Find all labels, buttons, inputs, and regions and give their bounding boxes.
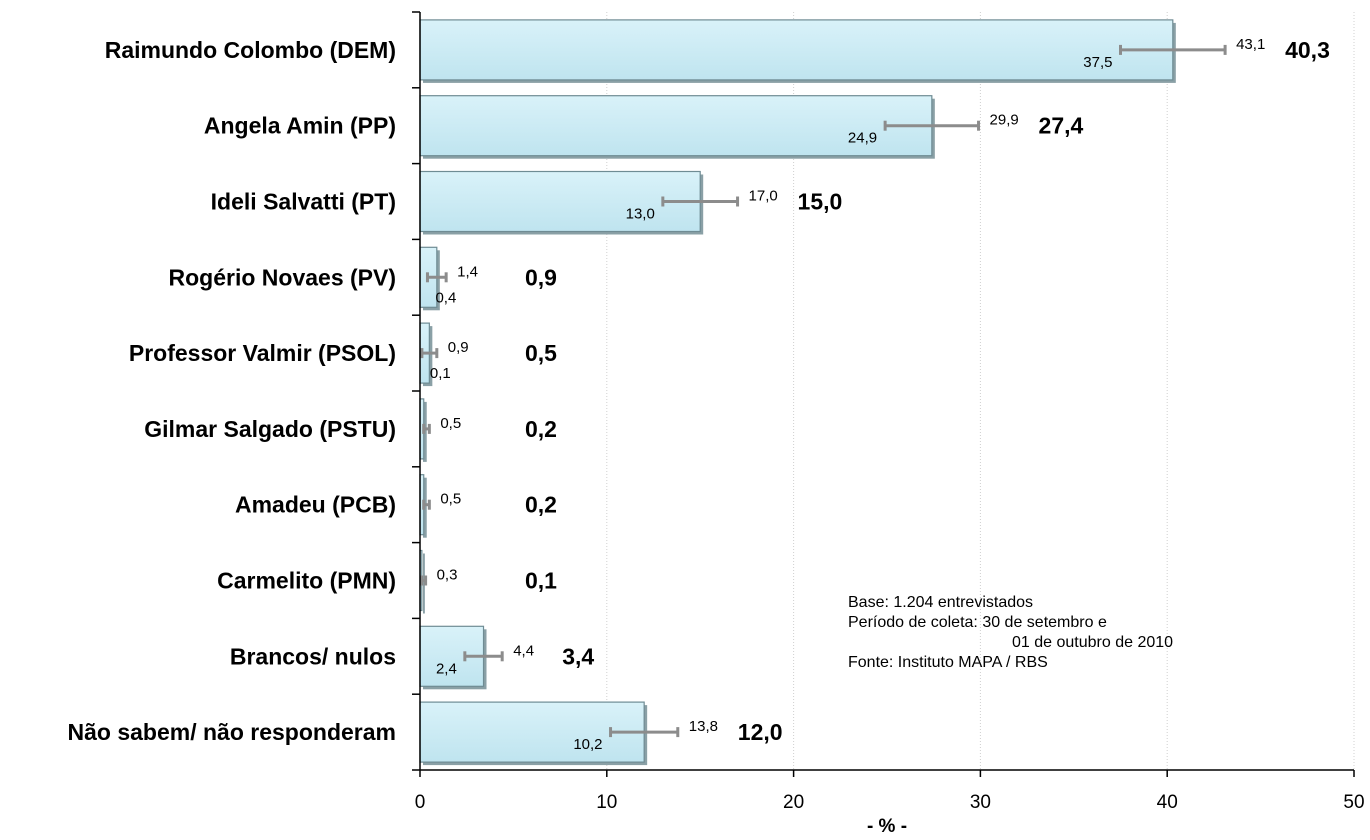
category-label: Raimundo Colombo (DEM) <box>105 37 396 63</box>
value-label: 3,4 <box>562 643 594 669</box>
x-tick-label: 30 <box>970 792 991 813</box>
category-label: Amadeu (PCB) <box>235 492 396 518</box>
value-label: 40,3 <box>1285 37 1330 63</box>
error-high-label: 29,9 <box>990 112 1019 129</box>
error-low-label: 13,0 <box>626 206 655 223</box>
category-label: Professor Valmir (PSOL) <box>129 340 396 366</box>
labels-group: Raimundo Colombo (DEM) Angela Amin (PP) Id… <box>68 36 1365 813</box>
value-label: 27,4 <box>1039 113 1084 139</box>
bar <box>419 19 1174 81</box>
error-high-label: 43,1 <box>1236 36 1265 53</box>
value-label: 0,1 <box>525 568 557 594</box>
x-tick-label: 10 <box>596 792 617 813</box>
error-high-label: 0,3 <box>437 567 458 584</box>
error-high-label: 17,0 <box>749 188 778 205</box>
value-label: 15,0 <box>798 189 843 215</box>
x-tick-label: 20 <box>783 792 804 813</box>
category-label: Gilmar Salgado (PSTU) <box>144 416 396 442</box>
source-note: Base: 1.204 entrevistados Período de col… <box>848 593 1173 673</box>
bar <box>419 701 645 763</box>
value-label: 0,5 <box>525 340 557 366</box>
error-high-label: 0,5 <box>440 415 461 432</box>
x-axis-title: - % - <box>867 816 907 837</box>
value-label: 0,2 <box>525 492 557 518</box>
x-tick-label: 40 <box>1157 792 1178 813</box>
value-label: 0,2 <box>525 416 557 442</box>
axes-group <box>412 11 1355 777</box>
bar <box>419 170 701 233</box>
error-low-label: 10,2 <box>573 736 602 753</box>
error-high-label: 4,4 <box>513 642 534 659</box>
note-period: Período de coleta: 30 de setembro e <box>848 614 1107 631</box>
value-label: 0,9 <box>525 264 557 290</box>
x-tick-label: 0 <box>415 792 426 813</box>
category-label: Ideli Salvatti (PT) <box>211 189 396 215</box>
error-high-label: 0,9 <box>448 339 469 356</box>
category-label: Não sabem/ não responderam <box>68 719 397 745</box>
category-label: Rogério Novaes (PV) <box>169 264 397 290</box>
error-bars-group <box>420 44 1227 738</box>
error-low-label: 2,4 <box>436 660 457 677</box>
bars-group <box>419 19 1176 766</box>
bar <box>419 95 933 157</box>
error-high-label: 0,5 <box>440 491 461 508</box>
value-label: 12,0 <box>738 719 783 745</box>
bar-shadow <box>423 553 425 614</box>
category-label: Brancos/ nulos <box>230 643 396 669</box>
note-source: Fonte: Instituto MAPA / RBS <box>848 654 1048 671</box>
error-low-label: 24,9 <box>848 130 877 147</box>
error-low-label: 37,5 <box>1083 54 1112 71</box>
error-high-label: 1,4 <box>457 263 478 280</box>
error-high-label: 13,8 <box>689 718 718 735</box>
category-label: Angela Amin (PP) <box>204 113 396 139</box>
note-period-cont: 01 de outubro de 2010 <box>1012 634 1174 651</box>
error-low-label: 0,1 <box>430 365 451 382</box>
x-tick-label: 50 <box>1343 792 1364 813</box>
category-label: Carmelito (PMN) <box>217 568 396 594</box>
error-low-label: 0,4 <box>435 289 456 306</box>
note-base: Base: 1.204 entrevistados <box>848 594 1034 611</box>
